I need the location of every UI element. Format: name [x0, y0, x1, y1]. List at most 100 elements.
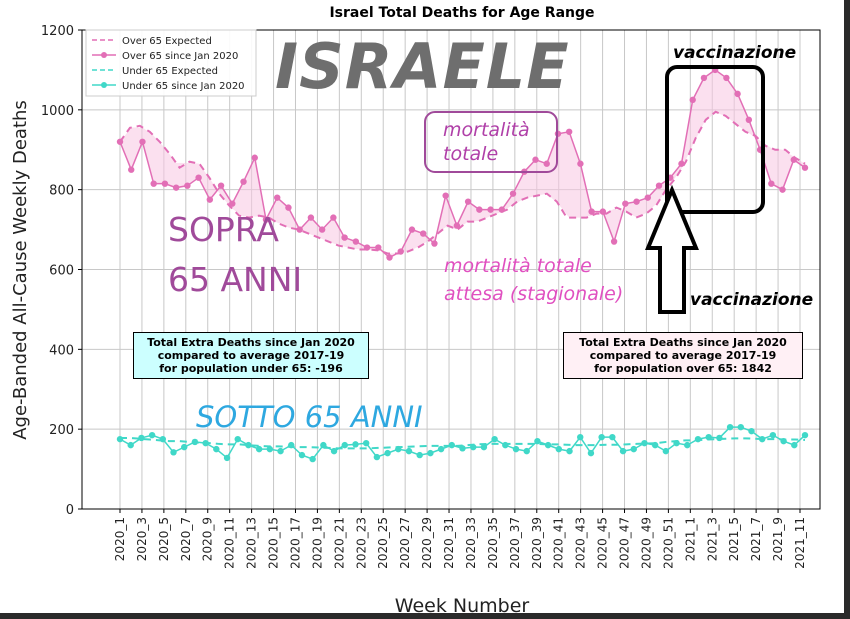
info-box-over65: Total Extra Deaths since Jan 2020 compar… — [563, 332, 803, 379]
attesa-label: mortalità totale attesa (stagionale) — [444, 252, 623, 308]
under65-actual-point — [470, 443, 477, 451]
over65-actual-point — [262, 216, 270, 223]
under65-actual-point — [138, 434, 145, 442]
over65-actual-point — [700, 74, 708, 82]
over65-actual-point — [644, 194, 651, 201]
under65-actual-point — [641, 439, 648, 447]
over65-actual-line — [119, 68, 806, 259]
info-under-line-3: for population under 65: -196 — [159, 362, 343, 375]
x-tick-label: 2020_9 — [201, 517, 215, 561]
under65-actual-point — [373, 453, 381, 461]
x-tick-label: 2020_31 — [442, 517, 456, 569]
over65-actual-point — [341, 234, 348, 241]
over65-actual-point — [678, 160, 685, 167]
y-tick-label: 800 — [49, 184, 74, 199]
under65-actual-point — [566, 447, 573, 455]
x-tick-label: 2020_1 — [113, 517, 127, 561]
under65-actual-point — [512, 445, 520, 453]
over65-actual-point — [397, 248, 404, 255]
under65-actual-point — [405, 447, 413, 455]
vaccinazione-bottom-label: vaccinazione — [690, 290, 814, 310]
over65-actual-point — [240, 178, 247, 185]
under65-actual-point — [491, 435, 498, 443]
under65-actual-point — [341, 441, 348, 449]
under65-actual-point — [448, 441, 455, 449]
over65-actual-point — [128, 166, 135, 173]
over65-actual-point — [251, 154, 258, 161]
x-tick-label: 2020_43 — [574, 517, 588, 569]
under65-actual-point — [598, 433, 605, 441]
vaccination-arrow-icon — [645, 184, 699, 314]
legend-item-over65-actual: Over 65 since Jan 2020 — [122, 51, 238, 62]
over65-actual-point — [139, 138, 146, 145]
under65-actual-point — [127, 441, 134, 449]
mortalita-line-2: totale — [443, 143, 499, 165]
over65-actual-point — [150, 180, 157, 187]
x-tick-label: 2020_19 — [310, 517, 324, 569]
under65-actual-point — [191, 438, 199, 446]
under65-actual-point — [758, 435, 766, 443]
x-tick-label: 2020_29 — [420, 517, 434, 569]
under65-actual-point — [705, 433, 712, 441]
under65-actual-point — [245, 441, 252, 449]
over65-actual-point — [442, 192, 449, 199]
info-under-line-1: Total Extra Deaths since Jan 2020 — [147, 336, 355, 349]
under65-actual-point — [213, 445, 220, 453]
over65-actual-point — [487, 206, 494, 213]
under65-actual-point — [502, 441, 509, 449]
under65-actual-point — [255, 445, 263, 453]
under65-actual-point — [202, 439, 209, 447]
over65-actual-point — [206, 196, 214, 203]
over65-actual-point — [184, 182, 191, 189]
under65-actual-point — [523, 447, 530, 455]
under65-actual-point — [416, 451, 423, 459]
y-axis-label: Age-Banded All-Cause Weekly Deaths — [10, 100, 31, 440]
chart-title: Israel Total Deaths for Age Range — [329, 5, 594, 21]
under65-actual-point — [694, 435, 702, 443]
over65-actual-point — [363, 244, 371, 251]
info-over-line-2: compared to average 2017-19 — [589, 349, 777, 362]
over65-excess-area — [120, 69, 805, 258]
mortalita-line-1: mortalità — [443, 119, 530, 141]
under65-actual-point — [159, 435, 167, 443]
over65-actual-point — [633, 198, 640, 205]
x-tick-label: 2020_33 — [464, 517, 478, 569]
over65-actual-point — [543, 160, 550, 167]
over65-actual-point — [307, 214, 315, 221]
over65-actual-point — [318, 226, 326, 233]
over65-actual-point — [217, 182, 225, 189]
under65-actual-point — [277, 447, 284, 455]
over65-actual-point — [689, 96, 696, 104]
info-over-line-3: for population over 65: 1842 — [594, 362, 772, 375]
info-under-line-2: compared to average 2017-19 — [157, 349, 345, 362]
over65-actual-point — [723, 74, 730, 82]
under65-actual-point — [352, 441, 359, 448]
x-tick-label: 2020_15 — [267, 517, 281, 569]
under65-actual-point — [427, 449, 434, 457]
under65-actual-point — [437, 445, 445, 453]
y-tick-label: 200 — [49, 423, 74, 438]
over65-actual-point — [588, 208, 595, 215]
over65-actual-point — [419, 230, 427, 237]
x-tick-label: 2021_7 — [749, 517, 763, 561]
y-tick-label: 1000 — [41, 104, 74, 119]
under65-actual-point — [116, 435, 124, 443]
x-tick-label: 2021_3 — [705, 517, 719, 561]
x-tick-label: 2020_49 — [639, 517, 653, 569]
x-tick-label: 2020_47 — [618, 517, 632, 569]
mortalita-label: mortalità totale — [443, 118, 530, 166]
over65-expected-line — [119, 110, 806, 255]
under65-actual-point — [555, 445, 563, 453]
attesa-line-1: mortalità totale — [444, 255, 592, 277]
over65-actual-point — [330, 214, 337, 221]
over65-actual-point — [296, 226, 303, 233]
under65-actual-point — [266, 445, 274, 453]
under65-actual-point — [362, 439, 370, 447]
sopra-line-2: 65 ANNI — [168, 260, 303, 299]
x-tick-label: 2020_41 — [552, 517, 566, 569]
x-tick-label: 2021_1 — [683, 517, 697, 561]
over65-actual-point — [116, 138, 124, 145]
over65-actual-point — [610, 238, 618, 245]
info-box-under65: Total Extra Deaths since Jan 2020 compar… — [133, 332, 369, 379]
